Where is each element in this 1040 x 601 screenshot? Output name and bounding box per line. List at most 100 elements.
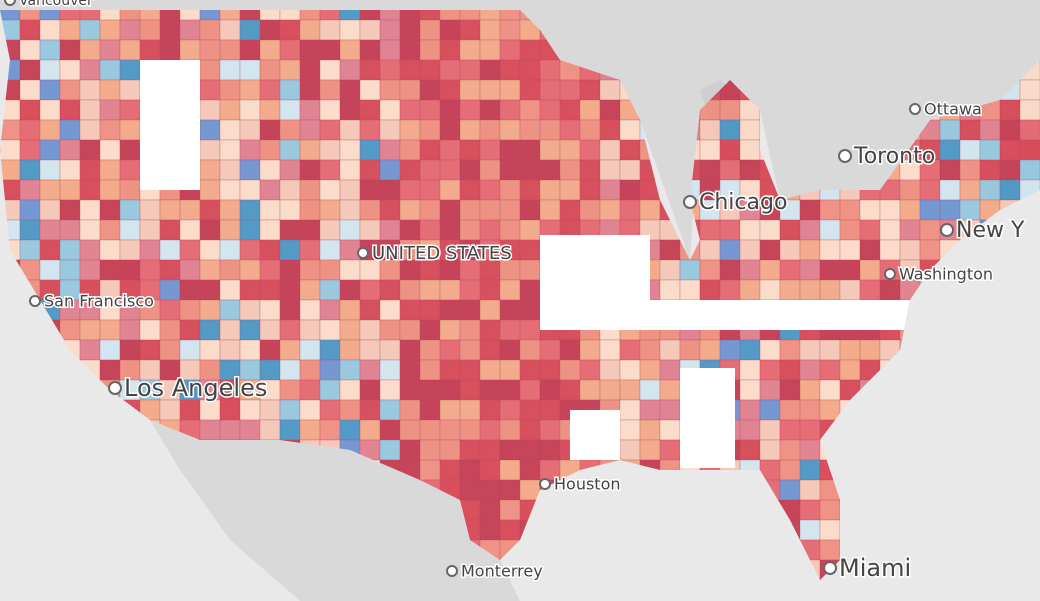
county bbox=[119, 59, 141, 81]
county bbox=[19, 199, 41, 221]
county bbox=[119, 239, 141, 261]
county bbox=[199, 339, 221, 361]
city-label: Chicago bbox=[699, 190, 787, 215]
county bbox=[299, 279, 321, 301]
county bbox=[519, 479, 541, 501]
city-marker bbox=[823, 561, 837, 575]
county bbox=[919, 239, 941, 261]
county bbox=[99, 219, 121, 241]
county bbox=[339, 99, 361, 121]
county bbox=[279, 179, 301, 201]
county bbox=[299, 359, 321, 381]
county bbox=[179, 219, 201, 241]
county bbox=[319, 79, 341, 101]
county bbox=[459, 439, 481, 461]
county bbox=[419, 219, 441, 241]
county bbox=[179, 199, 201, 221]
county bbox=[79, 39, 101, 61]
county bbox=[659, 379, 681, 401]
county bbox=[219, 239, 241, 261]
county bbox=[659, 439, 681, 461]
city-label: San Francisco bbox=[44, 292, 154, 311]
county bbox=[839, 279, 861, 301]
county bbox=[359, 379, 381, 401]
county bbox=[59, 19, 81, 41]
county bbox=[499, 499, 521, 521]
county bbox=[999, 119, 1021, 141]
county bbox=[319, 59, 341, 81]
county bbox=[559, 119, 581, 141]
county bbox=[339, 379, 361, 401]
county bbox=[439, 339, 461, 361]
county bbox=[519, 319, 541, 341]
county bbox=[239, 239, 261, 261]
county bbox=[219, 279, 241, 301]
county bbox=[679, 259, 701, 281]
county bbox=[539, 99, 561, 121]
county bbox=[519, 399, 541, 421]
county bbox=[479, 219, 501, 241]
county bbox=[859, 239, 881, 261]
county bbox=[359, 399, 381, 421]
county bbox=[299, 399, 321, 421]
county bbox=[439, 219, 461, 241]
county bbox=[219, 419, 241, 441]
county bbox=[39, 39, 61, 61]
county bbox=[419, 439, 441, 461]
county bbox=[479, 199, 501, 221]
county bbox=[579, 359, 601, 381]
county bbox=[39, 139, 61, 161]
county bbox=[759, 239, 781, 261]
county bbox=[439, 159, 461, 181]
county bbox=[399, 419, 421, 441]
county bbox=[239, 179, 261, 201]
county bbox=[319, 199, 341, 221]
county bbox=[139, 319, 161, 341]
county bbox=[0, 119, 21, 141]
county bbox=[339, 399, 361, 421]
county bbox=[759, 379, 781, 401]
county bbox=[599, 199, 621, 221]
county bbox=[439, 359, 461, 381]
county bbox=[399, 399, 421, 421]
county bbox=[199, 159, 221, 181]
county bbox=[559, 179, 581, 201]
county bbox=[679, 279, 701, 301]
county bbox=[79, 99, 101, 121]
county bbox=[539, 159, 561, 181]
county bbox=[399, 359, 421, 381]
county bbox=[119, 319, 141, 341]
county bbox=[939, 199, 961, 221]
county bbox=[219, 179, 241, 201]
no-data bbox=[570, 410, 620, 460]
county bbox=[579, 139, 601, 161]
county bbox=[559, 199, 581, 221]
county bbox=[679, 339, 701, 361]
county bbox=[359, 159, 381, 181]
county bbox=[599, 339, 621, 361]
county bbox=[479, 379, 501, 401]
county bbox=[319, 179, 341, 201]
county bbox=[959, 119, 981, 141]
county bbox=[739, 339, 761, 361]
county bbox=[459, 219, 481, 241]
county bbox=[39, 179, 61, 201]
county bbox=[379, 279, 401, 301]
county bbox=[719, 139, 741, 161]
county bbox=[879, 219, 901, 241]
county bbox=[579, 339, 601, 361]
county bbox=[459, 99, 481, 121]
county bbox=[699, 279, 721, 301]
county bbox=[979, 119, 1001, 141]
county bbox=[459, 479, 481, 501]
county bbox=[199, 399, 221, 421]
county bbox=[799, 419, 821, 441]
county bbox=[439, 419, 461, 441]
county bbox=[219, 39, 241, 61]
county bbox=[479, 319, 501, 341]
county bbox=[139, 219, 161, 241]
county bbox=[619, 439, 641, 461]
county bbox=[479, 119, 501, 141]
county bbox=[519, 359, 541, 381]
county bbox=[159, 279, 181, 301]
